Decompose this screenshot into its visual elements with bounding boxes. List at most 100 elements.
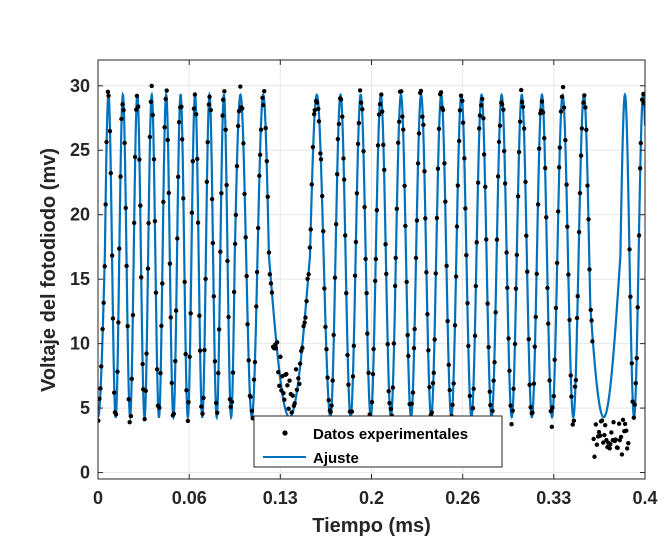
experimental-point	[204, 179, 210, 184]
experimental-point	[200, 411, 205, 416]
experimental-point	[430, 380, 436, 386]
experimental-point	[382, 167, 387, 172]
experimental-point	[146, 220, 151, 226]
experimental-point	[302, 320, 307, 325]
experimental-point	[620, 417, 626, 423]
experimental-point	[563, 138, 568, 143]
experimental-point	[122, 140, 127, 146]
experimental-point	[257, 173, 262, 179]
experimental-point	[592, 454, 597, 459]
experimental-point	[402, 183, 407, 189]
experimental-point	[568, 373, 573, 378]
experimental-point	[131, 220, 137, 226]
experimental-point	[436, 126, 442, 132]
experimental-point	[420, 114, 425, 119]
experimental-point	[412, 326, 417, 332]
experimental-point	[601, 440, 606, 445]
y-tick-label: 25	[70, 140, 90, 160]
experimental-point	[453, 274, 459, 279]
experimental-point	[161, 199, 166, 205]
experimental-point	[383, 242, 388, 247]
y-tick-label: 20	[70, 205, 90, 225]
experimental-point	[357, 88, 363, 93]
experimental-point	[164, 88, 169, 93]
experimental-point	[192, 92, 198, 97]
experimental-point	[294, 387, 300, 393]
experimental-point	[517, 119, 523, 124]
experimental-point	[323, 324, 328, 330]
experimental-point	[350, 374, 356, 379]
experimental-point	[258, 127, 264, 132]
x-tick-label: 0.4	[632, 488, 657, 508]
experimental-point	[147, 134, 153, 140]
experimental-point	[528, 405, 533, 410]
experimental-point	[548, 408, 553, 414]
experimental-point	[343, 233, 348, 238]
experimental-point	[470, 405, 476, 411]
experimental-point	[432, 337, 437, 342]
experimental-point	[330, 378, 335, 383]
experimental-point	[486, 344, 491, 350]
experimental-point	[579, 126, 585, 131]
experimental-point	[322, 286, 327, 291]
experimental-point	[188, 311, 193, 316]
experimental-point	[100, 326, 105, 332]
experimental-point	[234, 163, 240, 169]
experimental-point	[153, 290, 159, 295]
legend-label-experimental: Datos experimentales	[313, 426, 468, 443]
experimental-point	[431, 370, 436, 376]
x-tick-label: 0	[93, 488, 103, 508]
experimental-point	[124, 263, 129, 269]
experimental-point	[301, 324, 306, 329]
experimental-point	[260, 95, 265, 101]
experimental-point	[497, 123, 503, 128]
experimental-point	[354, 191, 360, 196]
experimental-point	[424, 270, 429, 275]
experimental-point	[403, 223, 408, 229]
experimental-point	[108, 170, 113, 176]
experimental-point	[154, 367, 160, 372]
experimental-point	[121, 107, 126, 113]
experimental-point	[104, 139, 109, 145]
experimental-point	[637, 166, 643, 171]
experimental-point	[490, 408, 495, 414]
experimental-point	[388, 406, 394, 412]
experimental-point	[607, 446, 612, 451]
experimental-point	[267, 272, 273, 277]
experimental-point	[266, 250, 272, 255]
experimental-point	[144, 351, 149, 356]
experimental-point	[626, 440, 631, 446]
experimental-point	[399, 89, 404, 94]
experimental-point	[520, 104, 526, 110]
experimental-point	[245, 322, 250, 327]
experimental-point	[210, 240, 216, 246]
experimental-point	[534, 271, 539, 277]
experimental-point	[134, 93, 140, 99]
experimental-point	[212, 359, 218, 364]
experimental-point	[599, 418, 605, 423]
experimental-point	[185, 418, 191, 424]
experimental-point	[305, 276, 310, 282]
experimental-point	[351, 343, 357, 349]
experimental-point	[365, 331, 370, 336]
experimental-point	[540, 110, 546, 115]
experimental-point	[169, 380, 175, 386]
experimental-point	[190, 159, 196, 164]
experimental-point	[118, 174, 123, 179]
experimental-point	[236, 109, 242, 114]
experimental-point	[201, 395, 206, 401]
experimental-point	[364, 291, 369, 296]
experimental-point	[551, 393, 557, 399]
experimental-point	[639, 97, 645, 102]
experimental-point	[549, 424, 555, 430]
experimental-point	[475, 180, 481, 185]
experimental-point	[145, 266, 151, 271]
experimental-point	[633, 380, 638, 386]
experimental-point	[586, 217, 591, 222]
experimental-point	[464, 252, 469, 258]
experimental-point	[516, 149, 522, 155]
experimental-point	[554, 260, 560, 266]
experimental-point	[635, 305, 640, 310]
experimental-point	[269, 290, 275, 295]
y-tick-label: 5	[80, 398, 90, 418]
